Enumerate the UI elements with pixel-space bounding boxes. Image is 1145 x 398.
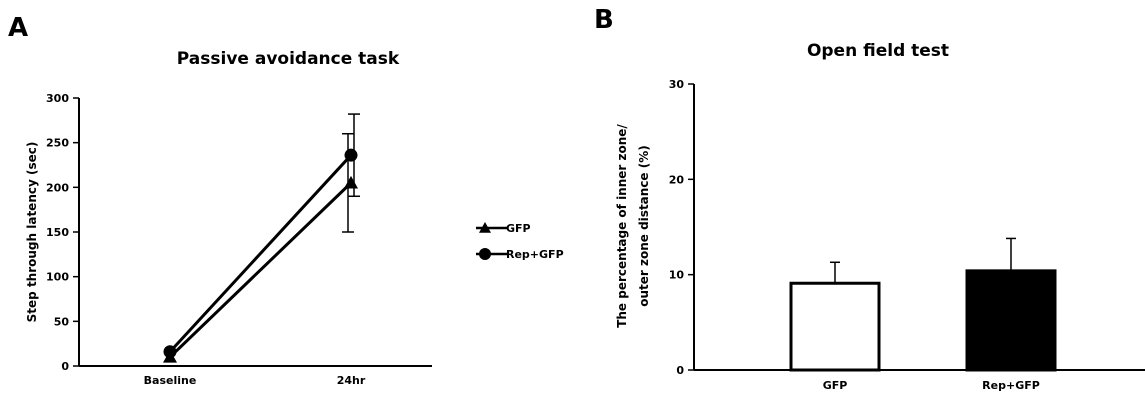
panel-b-x-tick-label: Rep+GFP <box>982 379 1040 392</box>
panel-a-legend-label: GFP <box>506 222 531 235</box>
panel-b-y-tick-label: 10 <box>669 269 685 282</box>
panel-b-y-axis-label-line-2: outer zone distance (%) <box>637 145 651 307</box>
panel-b-axes: 0 10 20 30 GFP Rep+GFP <box>669 78 1145 392</box>
panel-a-series-line <box>168 154 353 353</box>
panel-b-bar <box>789 281 881 372</box>
panel-a: A Passive avoidance task Step through la… <box>8 13 564 387</box>
panel-b-x-tick-label: GFP <box>823 379 848 392</box>
panel-a-series <box>163 113 360 363</box>
panel-a-series-line <box>168 181 353 359</box>
panel-a-y-tick-label: 150 <box>46 226 69 239</box>
panel-b-y-tick-label: 0 <box>676 364 684 377</box>
panel-a-title: Passive avoidance task <box>177 49 400 69</box>
panel-b-y-tick-label: 30 <box>669 78 685 91</box>
panel-a-y-axis-label: Step through latency (sec) <box>25 142 39 323</box>
panel-a-legend-label: Rep+GFP <box>506 248 564 261</box>
panel-a-legend-marker <box>479 222 491 233</box>
panel-a-y-tick-label: 200 <box>46 181 69 194</box>
panel-b-y-tick-label: 20 <box>669 173 685 186</box>
panel-a-axes: 0 50 100 150 200 250 300 Baseline 24hr <box>46 92 432 387</box>
panel-a-data-point <box>344 175 358 189</box>
panel-a-y-tick-label: 100 <box>46 271 69 284</box>
panel-a-y-tick-label: 250 <box>46 137 69 150</box>
panel-a-x-tick-label: 24hr <box>337 374 366 387</box>
panel-a-x-tick-label: Baseline <box>144 374 197 387</box>
panel-a-data-point <box>344 148 358 162</box>
panel-a-legend: GFP Rep+GFP <box>476 222 564 261</box>
panel-b-y-axis-label-line-1: The percentage of inner zone/ <box>615 124 629 328</box>
panel-a-y-tick-label: 0 <box>61 360 69 373</box>
panel-b: B Open field test The percentage of inne… <box>594 5 1145 392</box>
panel-a-data-point <box>163 345 177 359</box>
panel-a-y-tick-label: 50 <box>54 315 70 328</box>
panel-b-letter: B <box>594 5 614 35</box>
panel-b-title: Open field test <box>807 41 949 61</box>
panel-a-y-tick-label: 300 <box>46 92 69 105</box>
panel-b-bars <box>789 237 1057 372</box>
panel-b-bar <box>965 269 1057 372</box>
panel-a-letter: A <box>8 13 28 43</box>
panel-a-legend-marker <box>479 248 491 260</box>
